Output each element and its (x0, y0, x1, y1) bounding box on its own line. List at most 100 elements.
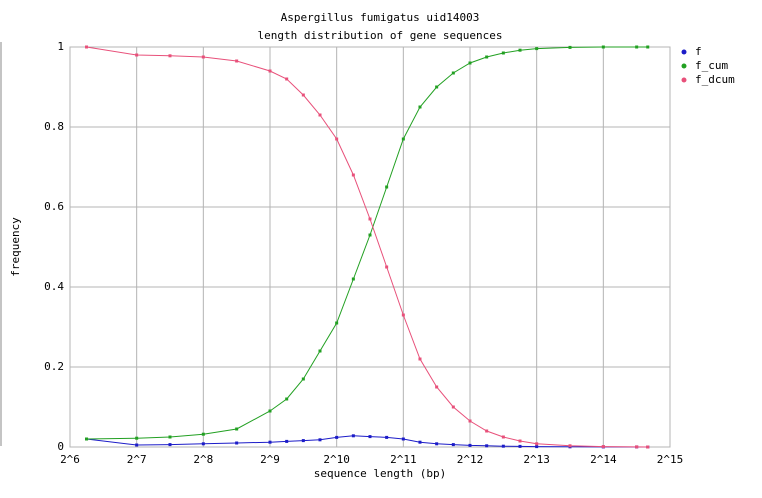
data-point (335, 435, 339, 439)
y-tick-label: 0 (57, 440, 64, 453)
data-point (418, 440, 422, 444)
data-point (501, 435, 505, 439)
data-point (135, 436, 139, 440)
data-point (301, 439, 305, 443)
data-point (318, 113, 322, 117)
data-point (385, 265, 389, 269)
legend-label: f_cum (695, 59, 728, 72)
x-tick-label: 2^10 (323, 453, 350, 466)
data-point (268, 409, 272, 413)
y-tick-label: 0.8 (44, 120, 64, 133)
data-point (168, 435, 172, 439)
data-point (401, 313, 405, 317)
data-point (351, 434, 355, 438)
legend-label: f_dcum (695, 73, 735, 86)
data-point (401, 437, 405, 441)
x-tick-label: 2^8 (193, 453, 213, 466)
series-line (86, 46, 648, 440)
x-tick-label: 2^14 (590, 453, 617, 466)
data-point (485, 55, 489, 59)
data-point (368, 217, 372, 221)
series-line (86, 46, 648, 448)
x-tick-label: 2^11 (390, 453, 417, 466)
data-point (635, 45, 639, 49)
data-point (501, 444, 505, 448)
data-point (301, 93, 305, 97)
data-point (435, 442, 439, 446)
data-point (535, 442, 539, 446)
data-point (201, 432, 205, 436)
data-point (385, 185, 389, 189)
data-point (468, 443, 472, 447)
y-tick-label: 0.2 (44, 360, 64, 373)
data-point (351, 173, 355, 177)
data-point (285, 77, 289, 81)
data-point (601, 45, 605, 49)
x-axis-label: sequence length (bp) (314, 467, 446, 480)
data-point (235, 59, 239, 63)
y-axis-label: frequency (9, 217, 22, 277)
data-point (301, 377, 305, 381)
data-point (418, 105, 422, 109)
data-point (235, 441, 239, 445)
data-point (401, 137, 405, 141)
data-point (535, 445, 539, 449)
data-point (646, 45, 650, 49)
data-point (468, 61, 472, 65)
data-point (635, 445, 639, 449)
y-tick-label: 1 (57, 40, 64, 53)
x-tick-label: 2^7 (127, 453, 147, 466)
data-point (318, 438, 322, 442)
data-point (268, 69, 272, 73)
data-point (285, 397, 289, 401)
data-point (268, 440, 272, 444)
legend-marker (681, 49, 687, 55)
data-point (335, 137, 339, 141)
data-point (418, 357, 422, 361)
data-point (518, 444, 522, 448)
data-point (601, 445, 605, 449)
data-point (435, 85, 439, 89)
data-point (168, 443, 172, 447)
data-point (568, 45, 572, 49)
x-tick-label: 2^15 (657, 453, 684, 466)
data-point (85, 45, 89, 49)
data-point (435, 385, 439, 389)
data-point (135, 443, 139, 447)
x-tick-label: 2^13 (523, 453, 550, 466)
data-point (235, 427, 239, 431)
data-point (335, 321, 339, 325)
data-point (451, 443, 455, 447)
legend-label: f (695, 45, 702, 58)
series-line (86, 435, 648, 448)
data-point (85, 437, 89, 441)
data-point (285, 439, 289, 443)
data-point (485, 444, 489, 448)
data-point (501, 51, 505, 55)
data-point (451, 71, 455, 75)
data-point (385, 435, 389, 439)
data-point (201, 442, 205, 446)
data-point (568, 444, 572, 448)
data-point (368, 233, 372, 237)
data-point (451, 405, 455, 409)
legend-marker (681, 63, 687, 69)
x-tick-label: 2^12 (457, 453, 484, 466)
data-point (646, 445, 650, 449)
x-tick-label: 2^6 (60, 453, 80, 466)
data-point (535, 47, 539, 51)
chart-title: Aspergillus fumigatus uid14003 (281, 11, 480, 24)
data-point (168, 54, 172, 58)
data-point (318, 349, 322, 353)
data-point (135, 53, 139, 57)
data-point (518, 48, 522, 52)
y-tick-label: 0.4 (44, 280, 64, 293)
data-point (485, 429, 489, 433)
x-tick-label: 2^9 (260, 453, 280, 466)
y-tick-label: 0.6 (44, 200, 64, 213)
legend-marker (681, 77, 687, 83)
data-point (518, 439, 522, 443)
data-point (351, 277, 355, 281)
data-point (368, 435, 372, 439)
